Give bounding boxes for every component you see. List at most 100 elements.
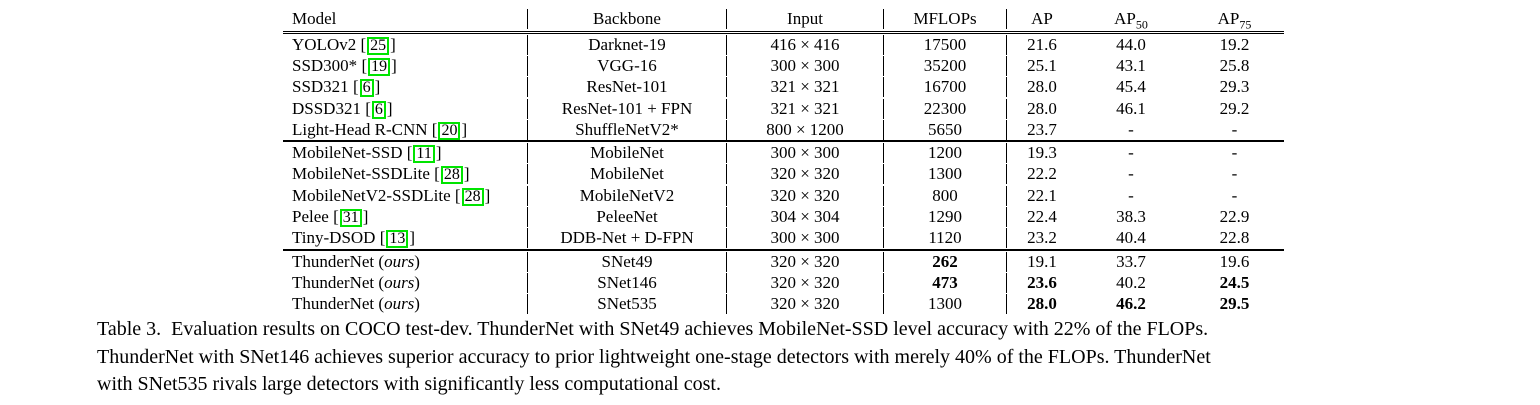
cell-backbone: VGG-16: [528, 55, 727, 76]
cell-input: 321 × 321: [727, 98, 884, 119]
cell-ap: 23.7: [1027, 119, 1057, 139]
cell-ap50: 33.7: [1116, 251, 1146, 271]
cell-mflops: 5650: [884, 119, 1007, 140]
caption-line: with SNet535 rivals large detectors with…: [97, 373, 721, 396]
caption-line: Table 3. Evaluation results on COCO test…: [97, 318, 1209, 340]
cell-model: SSD321 [6]: [283, 77, 528, 98]
citation-link[interactable]: 6: [359, 79, 374, 98]
cell-ap: 25.1: [1027, 55, 1057, 75]
table-row: YOLOv2 [25] Darknet-19 416 × 416 17500 21.6 4…: [283, 34, 1284, 55]
cell-ap50: -: [1128, 119, 1134, 139]
cell-model: ThunderNet (ours): [283, 251, 528, 272]
ours-label: ours: [384, 251, 415, 271]
cell-input: 300 × 300: [727, 228, 884, 249]
cell-ap: 28.0: [1027, 98, 1057, 118]
cell-ap75: -: [1231, 164, 1238, 184]
cell-ap50: -: [1128, 164, 1134, 184]
cell-ap: 23.2: [1027, 228, 1057, 248]
results-table: Model Backbone Input MFLOPs AP AP50 AP75 YOLOv…: [283, 5, 1284, 315]
table-row: MobileNet-SSDLite [28] MobileNet 320 × 320…: [283, 164, 1284, 185]
cell-mflops: 1300: [884, 294, 1007, 315]
table-row: MobileNet-SSD [11] MobileNet 300 × 300 1200…: [283, 142, 1284, 164]
cell-backbone: SNet535: [528, 294, 727, 315]
citation-link[interactable]: 20: [438, 121, 461, 140]
cell-input: 800 × 1200: [727, 119, 884, 140]
table-row: Pelee [31] PeleeNet 304 × 304 1290 22.4 38.3 2…: [283, 206, 1284, 228]
group-separator-rule: [283, 248, 1284, 251]
cell-ap50: 40.4: [1116, 228, 1146, 248]
citation-link[interactable]: 13: [386, 230, 409, 249]
cell-ap75: 19.6: [1219, 251, 1250, 271]
cell-ap75: 22.8: [1219, 228, 1250, 248]
citation-link[interactable]: 31: [339, 209, 362, 228]
cell-ap50: -: [1128, 185, 1134, 205]
cell-backbone: SNet146: [528, 272, 727, 293]
ours-label: ours: [384, 294, 415, 314]
table-body: YOLOv2 [25] Darknet-19 416 × 416 17500 21.6 4…: [283, 34, 1284, 315]
cell-ap75: 24.5: [1219, 272, 1250, 292]
header-cell-ap75: AP75: [1217, 9, 1252, 32]
citation-link[interactable]: 6: [371, 100, 386, 119]
cell-ap75: -: [1231, 143, 1238, 163]
cell-mflops: 1120: [884, 228, 1007, 249]
cell-model: Light-Head R-CNN [20]: [283, 119, 528, 140]
cell-mflops: 22300: [884, 98, 1007, 119]
cell-ap: 19.3: [1027, 143, 1057, 163]
cell-ap: 23.6: [1027, 272, 1057, 292]
caption-line: ThunderNet with SNet146 achieves superio…: [97, 345, 1211, 368]
cell-backbone: DDB-Net + D-FPN: [528, 228, 727, 249]
cell-backbone: SNet49: [528, 251, 727, 272]
cell-ap50: 43.1: [1116, 55, 1146, 75]
cell-mflops: 1300: [884, 164, 1007, 185]
cell-ap75: 29.2: [1219, 98, 1250, 118]
citation-link[interactable]: 28: [440, 166, 463, 185]
cell-ap75: 29.5: [1219, 294, 1250, 314]
cell-ap50: 44.0: [1116, 34, 1146, 54]
cell-input: 304 × 304: [727, 207, 884, 228]
cell-backbone: ResNet-101: [528, 77, 727, 98]
table-row: MobileNetV2-SSDLite [28] MobileNetV2 320 ×…: [283, 185, 1284, 206]
ours-label: ours: [384, 272, 415, 292]
cell-ap: 19.1: [1027, 251, 1057, 271]
cell-mflops: 17500: [884, 34, 1007, 55]
group-separator-rule: [283, 140, 1284, 143]
cell-ap75: 25.8: [1219, 55, 1250, 75]
header-subscript: 75: [1239, 17, 1252, 32]
cell-input: 300 × 300: [727, 55, 884, 76]
table-row: ThunderNet (ours) SNet146 320 × 320 473 23.6…: [283, 272, 1284, 293]
table-row: DSSD321 [6] ResNet-101 + FPN 321 × 321 2230…: [283, 98, 1284, 119]
cell-input: 320 × 320: [727, 164, 884, 185]
cell-backbone: MobileNet: [528, 143, 727, 164]
cell-backbone: MobileNet: [528, 164, 727, 185]
cell-ap: 28.0: [1027, 77, 1057, 97]
cell-model: ThunderNet (ours): [283, 294, 528, 315]
cell-input: 320 × 320: [727, 272, 884, 293]
cell-model: SSD300* [19]: [283, 55, 528, 76]
cell-model: Tiny-DSOD [13]: [283, 228, 528, 249]
cell-mflops: 473: [884, 272, 1007, 293]
citation-link[interactable]: 25: [367, 36, 390, 55]
cell-ap50: 45.4: [1116, 77, 1146, 97]
header-cell-mflops: MFLOPs: [884, 9, 1007, 29]
table-row: SSD300* [19] VGG-16 300 × 300 35200 25.1 43.1…: [283, 55, 1284, 76]
cell-ap75: -: [1231, 119, 1238, 139]
cell-mflops: 1200: [884, 143, 1007, 164]
cell-model: ThunderNet (ours): [283, 272, 528, 293]
table-row: Tiny-DSOD [13] DDB-Net + D-FPN 300 × 300 11…: [283, 228, 1284, 249]
cell-ap50: 46.2: [1116, 294, 1146, 314]
cell-model: MobileNet-SSD [11]: [283, 143, 528, 164]
cell-mflops: 16700: [884, 77, 1007, 98]
cell-ap50: 40.2: [1116, 272, 1146, 292]
citation-link[interactable]: 19: [368, 57, 391, 76]
cell-backbone: PeleeNet: [528, 207, 727, 228]
cell-ap75: 19.2: [1219, 34, 1250, 54]
cell-ap: 22.4: [1027, 207, 1057, 227]
citation-link[interactable]: 11: [413, 145, 435, 164]
header-subscript: 50: [1135, 17, 1148, 32]
cell-backbone: ResNet-101 + FPN: [528, 98, 727, 119]
header-cell-ap: AP: [1031, 9, 1053, 28]
cell-ap: 21.6: [1027, 34, 1057, 54]
cell-model: MobileNet-SSDLite [28]: [283, 164, 528, 185]
citation-link[interactable]: 28: [461, 187, 484, 206]
cell-backbone: MobileNetV2: [528, 185, 727, 206]
